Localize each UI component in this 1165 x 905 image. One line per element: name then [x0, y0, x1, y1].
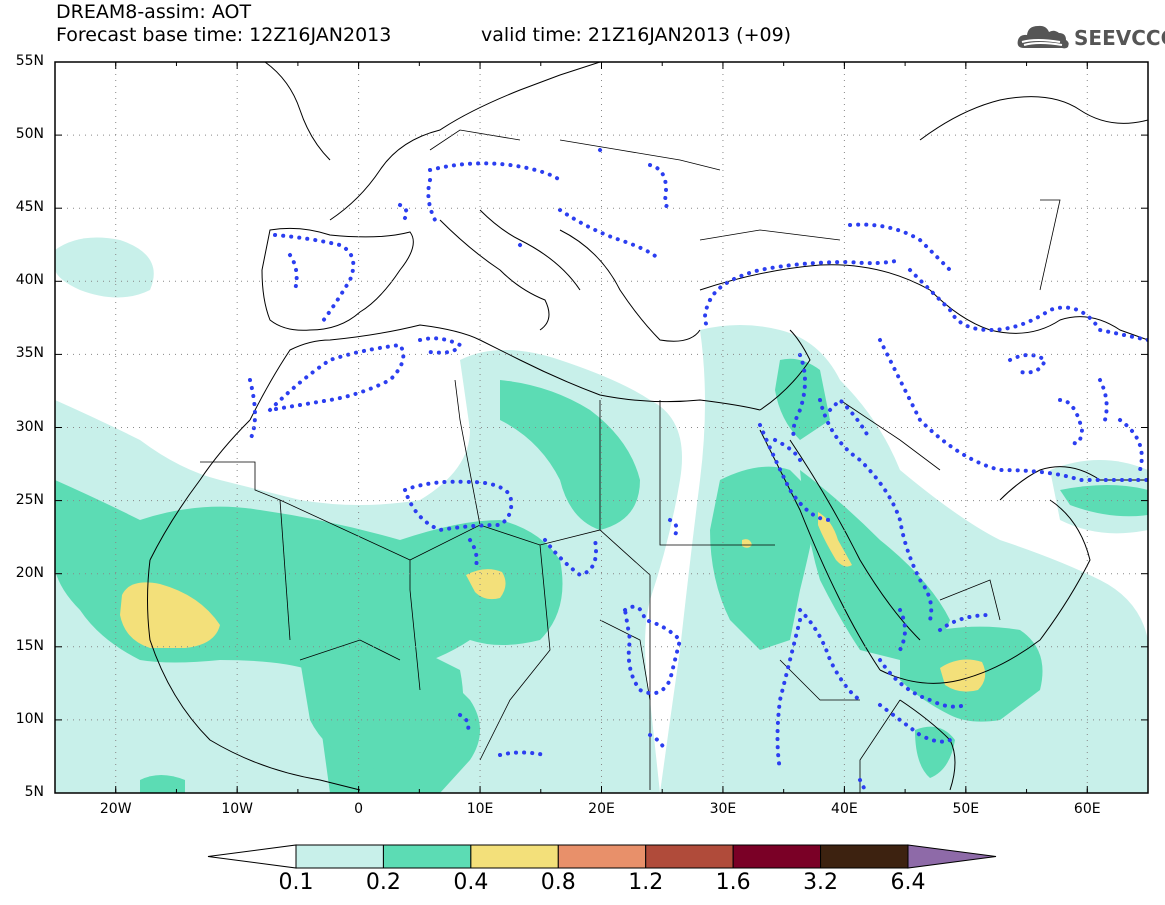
forecast-base-time: Forecast base time: 12Z16JAN2013: [56, 24, 392, 46]
colorbar-box: [382, 844, 472, 869]
logo-text: SEEVCCC: [1074, 26, 1165, 50]
lat-label: 10N: [15, 710, 44, 727]
lon-label: 0: [354, 801, 364, 817]
lon-label: 10E: [466, 801, 494, 817]
country-borders: [200, 129, 1061, 793]
lon-label: 50E: [952, 801, 980, 817]
lat-label: 35N: [15, 345, 44, 362]
lat-label: 20N: [15, 564, 44, 581]
aot-dotted-contours: [248, 148, 1148, 792]
lat-label: 5N: [24, 784, 44, 800]
lat-label: 50N: [15, 126, 44, 143]
colorbar-label: 3.2: [803, 870, 839, 895]
aot-field: [55, 62, 1148, 793]
colorbar-low-arrow: [207, 844, 297, 869]
colorbar-label: 0.8: [540, 870, 576, 895]
axis-ticks: [54, 61, 1149, 794]
colorbar-box: [820, 844, 909, 869]
colorbar-box: [470, 844, 559, 869]
lon-label: 20E: [588, 801, 615, 817]
lat-label: 45N: [15, 199, 44, 216]
colorbar-label: 1.6: [715, 870, 751, 895]
lat-label: 15N: [15, 637, 44, 654]
colorbar-box: [557, 844, 647, 869]
colorbar-label: 0.1: [278, 870, 314, 895]
valid-time: valid time: 21Z16JAN2013 (+09): [481, 24, 792, 46]
colorbar-box: [732, 844, 822, 869]
lon-label: 20W: [99, 801, 132, 817]
lon-label: 40E: [831, 801, 858, 817]
coastlines: [147, 62, 1148, 791]
lat-label: 40N: [15, 272, 44, 289]
lat-label: 55N: [15, 53, 44, 69]
colorbar-box: [645, 844, 734, 869]
lat-label: 25N: [15, 491, 44, 508]
cloud-icon: [1017, 25, 1069, 49]
map-title: DREAM8-assim: AOT: [56, 1, 252, 23]
colorbar-label: 1.2: [628, 870, 664, 895]
colorbar-label: 6.4: [890, 870, 926, 895]
lat-label: 30N: [15, 418, 44, 435]
seevccc-logo: SEEVCCC: [1016, 20, 1165, 60]
colorbar-label: 0.4: [453, 870, 489, 895]
lon-label: 60E: [1073, 801, 1101, 817]
colorbar-box: [295, 844, 384, 869]
colorbar: [207, 844, 997, 869]
lon-label: 30E: [709, 801, 737, 817]
graticule: [55, 62, 1148, 793]
colorbar-high-arrow: [907, 844, 997, 869]
aot-band-0.4-0.8: [120, 512, 986, 692]
colorbar-label: 0.2: [365, 870, 401, 895]
lon-label: 10W: [221, 801, 253, 817]
